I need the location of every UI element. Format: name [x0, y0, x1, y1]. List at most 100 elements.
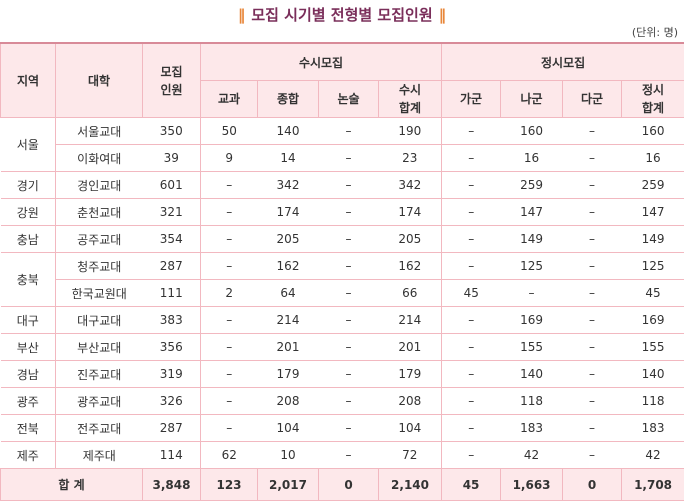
table-body: 서울 서울교대 350 50 140–190–160–160 이화여대 39 9 14–23–1…: [0, 117, 684, 469]
cell: 169: [500, 306, 563, 334]
cell: –: [318, 360, 379, 388]
header-cell: 모집 인원: [142, 42, 201, 118]
table-row: 경기 경인교대 601–342–342–259–259: [0, 171, 684, 199]
cell: –: [318, 441, 379, 469]
cell: –: [500, 279, 563, 307]
total-cell: 45: [441, 468, 502, 501]
cell: –: [318, 252, 379, 280]
cell: 23: [378, 144, 443, 172]
header-text: 나군: [520, 92, 543, 106]
cell: 169: [621, 306, 684, 334]
cell: –: [318, 306, 379, 334]
cell: –: [562, 144, 622, 172]
cell: 201: [378, 333, 443, 361]
cell: 201: [257, 333, 319, 361]
cell: –: [200, 198, 258, 226]
cell: –: [318, 171, 379, 199]
header-text: 논술: [337, 92, 360, 106]
table-row: 충북 청주교대 287–162–162–125–125: [0, 252, 684, 307]
cell: 공주교대: [55, 225, 143, 253]
total-cell: 2,140: [377, 468, 443, 501]
table-row: 제주 제주대 114 62 10–72–42–42: [0, 441, 684, 469]
header-cell: 다군: [562, 80, 623, 118]
cell: 125: [500, 252, 563, 280]
region-cell: 경남: [0, 360, 56, 388]
region-cell: 서울: [0, 117, 56, 172]
cell: –: [441, 225, 501, 253]
cell: –: [441, 360, 501, 388]
cell: 149: [500, 225, 563, 253]
cell: 287: [142, 414, 201, 442]
cell: 287: [142, 252, 201, 280]
cell: 104: [378, 414, 443, 442]
cell: 319: [142, 360, 201, 388]
cell: 183: [621, 414, 684, 442]
cell: 162: [257, 252, 319, 280]
header-cell: 수시모집: [199, 42, 443, 81]
cell: 광주교대: [55, 387, 143, 415]
cell: –: [441, 117, 501, 145]
cell: 183: [500, 414, 563, 442]
cell: 경인교대: [55, 171, 143, 199]
table-row: 서울 서울교대 350 50 140–190–160–160: [0, 117, 684, 172]
region-cell: 강원: [0, 198, 56, 226]
cell: 104: [257, 414, 319, 442]
cell: 149: [621, 225, 684, 253]
cell: –: [318, 225, 379, 253]
cell: –: [200, 360, 258, 388]
cell: –: [562, 198, 622, 226]
cell: 342: [257, 171, 319, 199]
cell: –: [562, 441, 622, 469]
cell: –: [200, 171, 258, 199]
cell: 350: [142, 117, 201, 145]
table-row: 경남 진주교대 319–179–179–140–140: [0, 360, 684, 388]
cell: 205: [257, 225, 319, 253]
table-row: 이화여대 39 9 14–23–16–16: [1, 144, 684, 172]
cell: 162: [378, 252, 443, 280]
header-cell: 나군: [500, 80, 564, 118]
cell: 383: [142, 306, 201, 334]
cell: 160: [621, 117, 684, 145]
cell: –: [441, 306, 501, 334]
cell: –: [562, 306, 622, 334]
cell: –: [200, 225, 258, 253]
cell: –: [562, 171, 622, 199]
cell: –: [200, 333, 258, 361]
cell: –: [200, 252, 258, 280]
region-cell: 전북: [0, 414, 56, 442]
header-cell: 논술: [318, 80, 379, 118]
cell: 66: [378, 279, 443, 307]
cell: 155: [500, 333, 563, 361]
cell: 118: [621, 387, 684, 415]
header-cell: 수시 합계: [377, 80, 443, 118]
cell: –: [318, 198, 379, 226]
unit: (단위: 명): [631, 26, 678, 39]
cell: 114: [142, 441, 201, 469]
cell: 140: [621, 360, 684, 388]
cell: –: [562, 414, 622, 442]
cell: 39: [142, 144, 201, 172]
cell: 16: [500, 144, 563, 172]
table-row: 전북 전주교대 287–104–104–183–183: [0, 414, 684, 442]
cell: 42: [500, 441, 563, 469]
cell: –: [562, 225, 622, 253]
cell: –: [441, 171, 501, 199]
cell: 208: [257, 387, 319, 415]
region-cell: 대구: [0, 306, 56, 334]
cell: –: [441, 333, 501, 361]
cell: 208: [378, 387, 443, 415]
cell: 259: [500, 171, 563, 199]
cell: 174: [378, 198, 443, 226]
cell: –: [562, 387, 622, 415]
total-cell: 3,848: [142, 468, 201, 501]
cell: –: [318, 333, 379, 361]
header-text: 교과: [217, 92, 241, 106]
table-row: 광주 광주교대 326–208–208–118–118: [0, 387, 684, 415]
cell: –: [318, 279, 379, 307]
cell: –: [562, 279, 622, 307]
region-cell: 경기: [0, 171, 56, 199]
cell: 155: [621, 333, 684, 361]
total-cell: 2,017: [257, 468, 319, 501]
cell: 45: [621, 279, 684, 307]
table-row: 충남 공주교대 354–205–205–149–149: [0, 225, 684, 253]
